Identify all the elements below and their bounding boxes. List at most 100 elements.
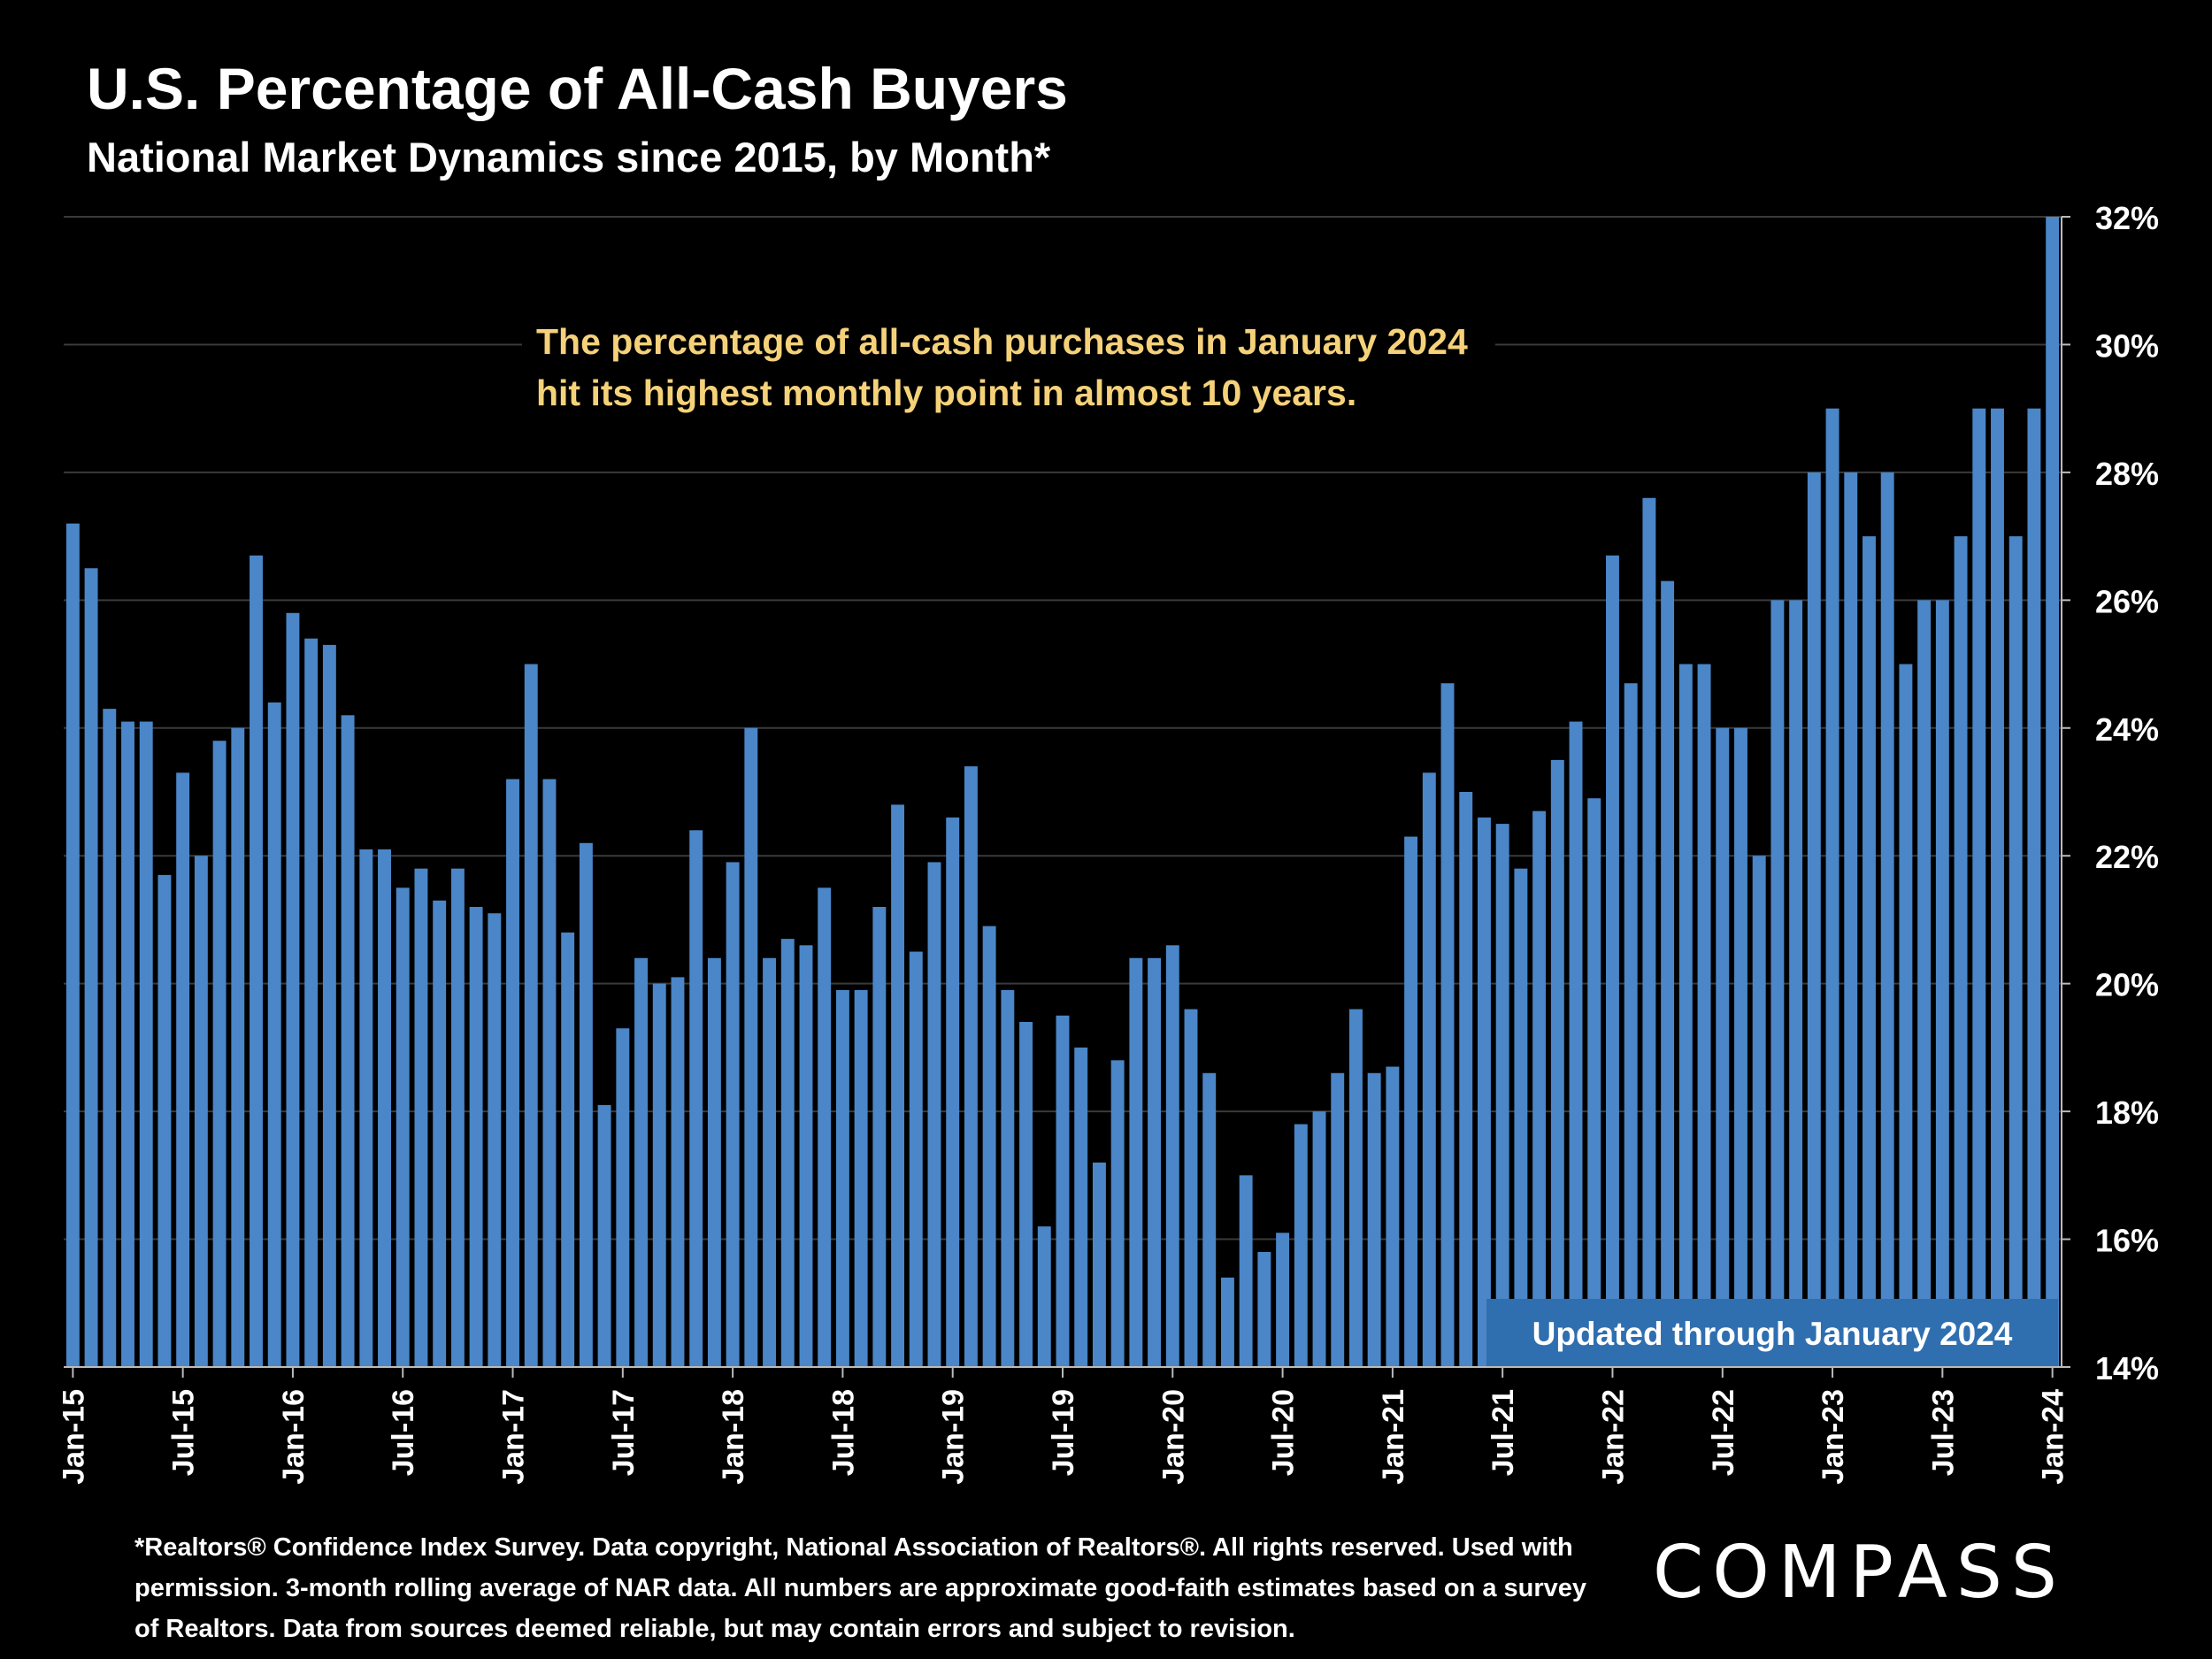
updated-badge (1486, 1299, 2058, 1366)
bar (1880, 472, 1894, 1367)
bar (1825, 408, 1839, 1368)
bar (1165, 945, 1179, 1367)
bar (1716, 727, 1730, 1367)
bar (250, 555, 263, 1367)
bar (1642, 497, 1656, 1367)
bar (1697, 664, 1711, 1367)
bar (1514, 868, 1528, 1367)
bar (1770, 600, 1785, 1367)
bar (909, 951, 923, 1367)
bar (1037, 1226, 1051, 1367)
bar (1220, 1277, 1234, 1367)
bar (726, 862, 740, 1367)
bar (835, 989, 849, 1367)
bar (1532, 810, 1547, 1367)
y-tick-label: 16% (2095, 1223, 2159, 1259)
bar (488, 913, 502, 1367)
bar (561, 932, 575, 1367)
bar (780, 939, 795, 1367)
bar (1348, 1009, 1363, 1367)
bar (1239, 1175, 1253, 1367)
page-subtitle: National Market Dynamics since 2015, by … (87, 134, 1051, 180)
bar (1935, 600, 1949, 1367)
bar (378, 849, 391, 1367)
bar (506, 779, 519, 1367)
bar (1789, 600, 1803, 1367)
bar (1550, 759, 1564, 1367)
bar (1422, 772, 1436, 1367)
bar (1404, 836, 1418, 1367)
bar (2046, 217, 2060, 1367)
x-tick-label: Jan-23 (1816, 1389, 1850, 1485)
bar (891, 804, 905, 1367)
bar (616, 1028, 630, 1367)
bar (964, 766, 978, 1367)
bar (671, 977, 685, 1367)
bar (414, 868, 428, 1367)
bar (1386, 1066, 1400, 1367)
bar (1331, 1072, 1345, 1367)
bar (927, 862, 941, 1367)
bar (1624, 683, 1638, 1367)
bar (1074, 1047, 1088, 1367)
y-tick-label: 24% (2095, 711, 2159, 748)
bar (1110, 1060, 1125, 1367)
y-tick-label: 30% (2095, 327, 2159, 364)
bar (2027, 408, 2041, 1368)
bar (433, 900, 447, 1367)
bar (1367, 1072, 1381, 1367)
x-tick-label: Jan-16 (277, 1389, 311, 1485)
bar (322, 644, 336, 1367)
bar (450, 868, 465, 1367)
bar (1478, 817, 1491, 1367)
annotation-line-1: The percentage of all-cash purchases in … (536, 321, 1468, 362)
bar (65, 523, 80, 1367)
bar (818, 887, 832, 1367)
x-tick-label: Jul-15 (167, 1389, 201, 1476)
x-tick-label: Jul-23 (1926, 1389, 1960, 1476)
bar (524, 664, 538, 1367)
bar (1807, 472, 1821, 1367)
x-tick-label: Jan-24 (2037, 1389, 2070, 1485)
bar (854, 989, 868, 1367)
bar (1734, 727, 1747, 1367)
bar (744, 727, 758, 1367)
bar (396, 887, 410, 1367)
bar (763, 957, 777, 1367)
y-tick-label: 18% (2095, 1094, 2159, 1131)
bar (194, 856, 208, 1367)
bar (176, 772, 190, 1367)
x-tick-label: Jul-19 (1047, 1389, 1080, 1476)
bar (1495, 824, 1509, 1367)
y-tick-label: 32% (2095, 200, 2159, 236)
compass-logo: COMPASS (1653, 1531, 2066, 1615)
bar (1844, 472, 1858, 1367)
bar (1678, 664, 1693, 1367)
bar (1276, 1233, 1290, 1367)
bar (139, 721, 153, 1367)
bar (799, 945, 813, 1367)
bar (597, 1104, 611, 1367)
bar (689, 830, 703, 1367)
bar (212, 741, 227, 1367)
x-tick-label: Jan-20 (1156, 1389, 1190, 1485)
bar (359, 849, 373, 1367)
bar (1202, 1072, 1217, 1367)
x-tick-label: Jul-22 (1707, 1389, 1740, 1476)
x-tick-label: Jan-21 (1377, 1389, 1410, 1485)
x-tick-label: Jan-18 (717, 1389, 750, 1485)
bar (1569, 721, 1583, 1367)
bar (1129, 957, 1143, 1367)
bar (1661, 580, 1675, 1367)
y-tick-label: 28% (2095, 456, 2159, 492)
bar (542, 779, 557, 1367)
bar (1606, 555, 1619, 1367)
bar (121, 721, 134, 1367)
updated-badge-label: Updated through January 2024 (1532, 1316, 2013, 1352)
bar (579, 842, 593, 1367)
bar (1092, 1162, 1106, 1367)
bar (707, 957, 721, 1367)
x-tick-label: Jan-17 (497, 1389, 531, 1485)
bar (1056, 1015, 1070, 1367)
